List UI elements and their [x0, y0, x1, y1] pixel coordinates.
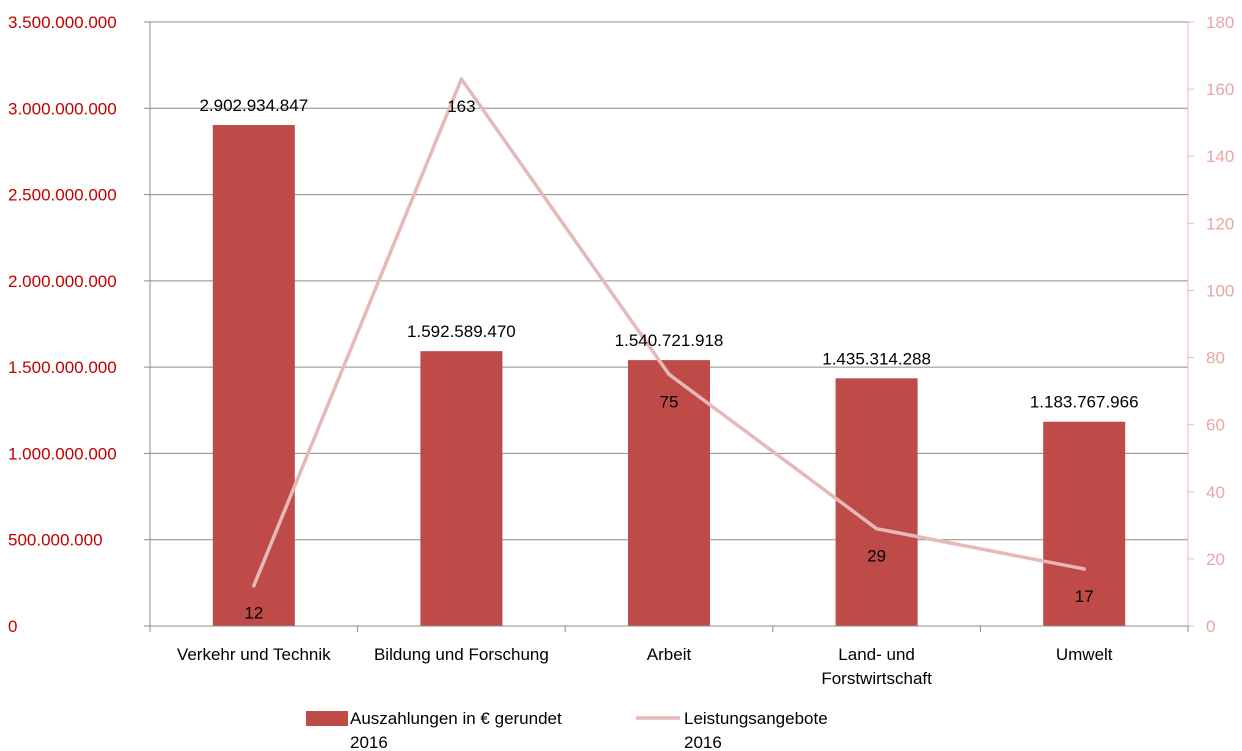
category-label-line: Land- und [838, 645, 915, 664]
bar-value-label: 1.435.314.288 [822, 349, 931, 368]
bar [628, 360, 710, 626]
category-label: Bildung und Forschung [374, 645, 549, 664]
line-point [1082, 567, 1086, 571]
bar-value-label: 1.540.721.918 [615, 331, 724, 350]
category-label-line: Arbeit [647, 645, 692, 664]
category-label: Arbeit [647, 645, 692, 664]
y-right-tick-label: 60 [1206, 416, 1225, 435]
y-left-tick-label: 0 [8, 617, 17, 636]
legend: Auszahlungen in € gerundet 2016Leistungsa… [306, 709, 828, 751]
category-label-line: Verkehr und Technik [177, 645, 331, 664]
bar [420, 351, 503, 626]
y-right-tick-label: 20 [1206, 550, 1225, 569]
line-point [252, 583, 256, 588]
category-label-line: Forstwirtschaft [821, 669, 932, 688]
line-point [459, 77, 464, 81]
y-left-tick-label: 2.500.000.000 [8, 186, 117, 205]
bar [835, 378, 918, 626]
legend-swatch-bars [306, 711, 348, 726]
y-right-tick-label: 160 [1206, 80, 1234, 99]
legend-item-bars: Auszahlungen in € gerundet 2016 [306, 709, 562, 751]
line-series [252, 77, 1086, 588]
category-label-line: Umwelt [1056, 645, 1113, 664]
bar-value-label: 2.902.934.847 [199, 96, 308, 115]
category-label: Verkehr und Technik [177, 645, 331, 664]
legend-label-line: Auszahlungen in € gerundet [350, 709, 562, 728]
data-labels: 2.902.934.847 1.592.589.470 1.540.721.918 1… [199, 96, 1138, 623]
y-left-tick-label: 3.500.000.000 [8, 13, 117, 32]
category-label: Umwelt [1056, 645, 1113, 664]
line-point [667, 372, 671, 377]
y-left-tick-label: 500.000.000 [8, 531, 103, 550]
category-label-line: Bildung und Forschung [374, 645, 549, 664]
legend-label-line: 2016 [350, 733, 388, 751]
line-value-label: 75 [660, 392, 679, 411]
line-value-label: 163 [447, 97, 475, 116]
y-right-tick-label: 140 [1206, 147, 1234, 166]
line-value-label: 17 [1075, 587, 1094, 606]
line-value-label: 12 [244, 604, 263, 623]
bar-series [212, 125, 1126, 627]
bar [1043, 421, 1126, 626]
legend-item-line: Leistungsangebote 2016 [636, 709, 828, 751]
axes: 0 500.000.000 1.000.000.000 1.500.000.000 2.… [8, 13, 1234, 688]
y-right-tick-label: 0 [1206, 617, 1215, 636]
y-left-tick-label: 1.000.000.000 [8, 444, 117, 463]
y-right-tick-label: 100 [1206, 281, 1234, 300]
y-right-tick-label: 40 [1206, 483, 1225, 502]
y-left-tick-label: 3.000.000.000 [8, 99, 117, 118]
bar [212, 125, 295, 627]
legend-label-line-part: Leistungsangebote [684, 709, 828, 728]
legend-label-bars: Auszahlungen in € gerundet 2016 [350, 709, 562, 751]
legend-label-line: Leistungsangebote 2016 [684, 709, 828, 751]
y-left-tick-label: 1.500.000.000 [8, 358, 117, 377]
y-right-tick-label: 180 [1206, 13, 1234, 32]
legend-label-line-part: 2016 [684, 733, 722, 751]
y-right-tick-label: 120 [1206, 214, 1234, 233]
y-left-tick-label: 2.000.000.000 [8, 272, 117, 291]
line-value-label: 29 [867, 547, 886, 566]
bar-value-label: 1.592.589.470 [407, 322, 516, 341]
category-label: Land- und Forstwirtschaft [821, 645, 932, 688]
bar-value-label: 1.183.767.966 [1030, 393, 1139, 412]
y-right-tick-label: 80 [1206, 349, 1225, 368]
line-point [874, 526, 879, 531]
